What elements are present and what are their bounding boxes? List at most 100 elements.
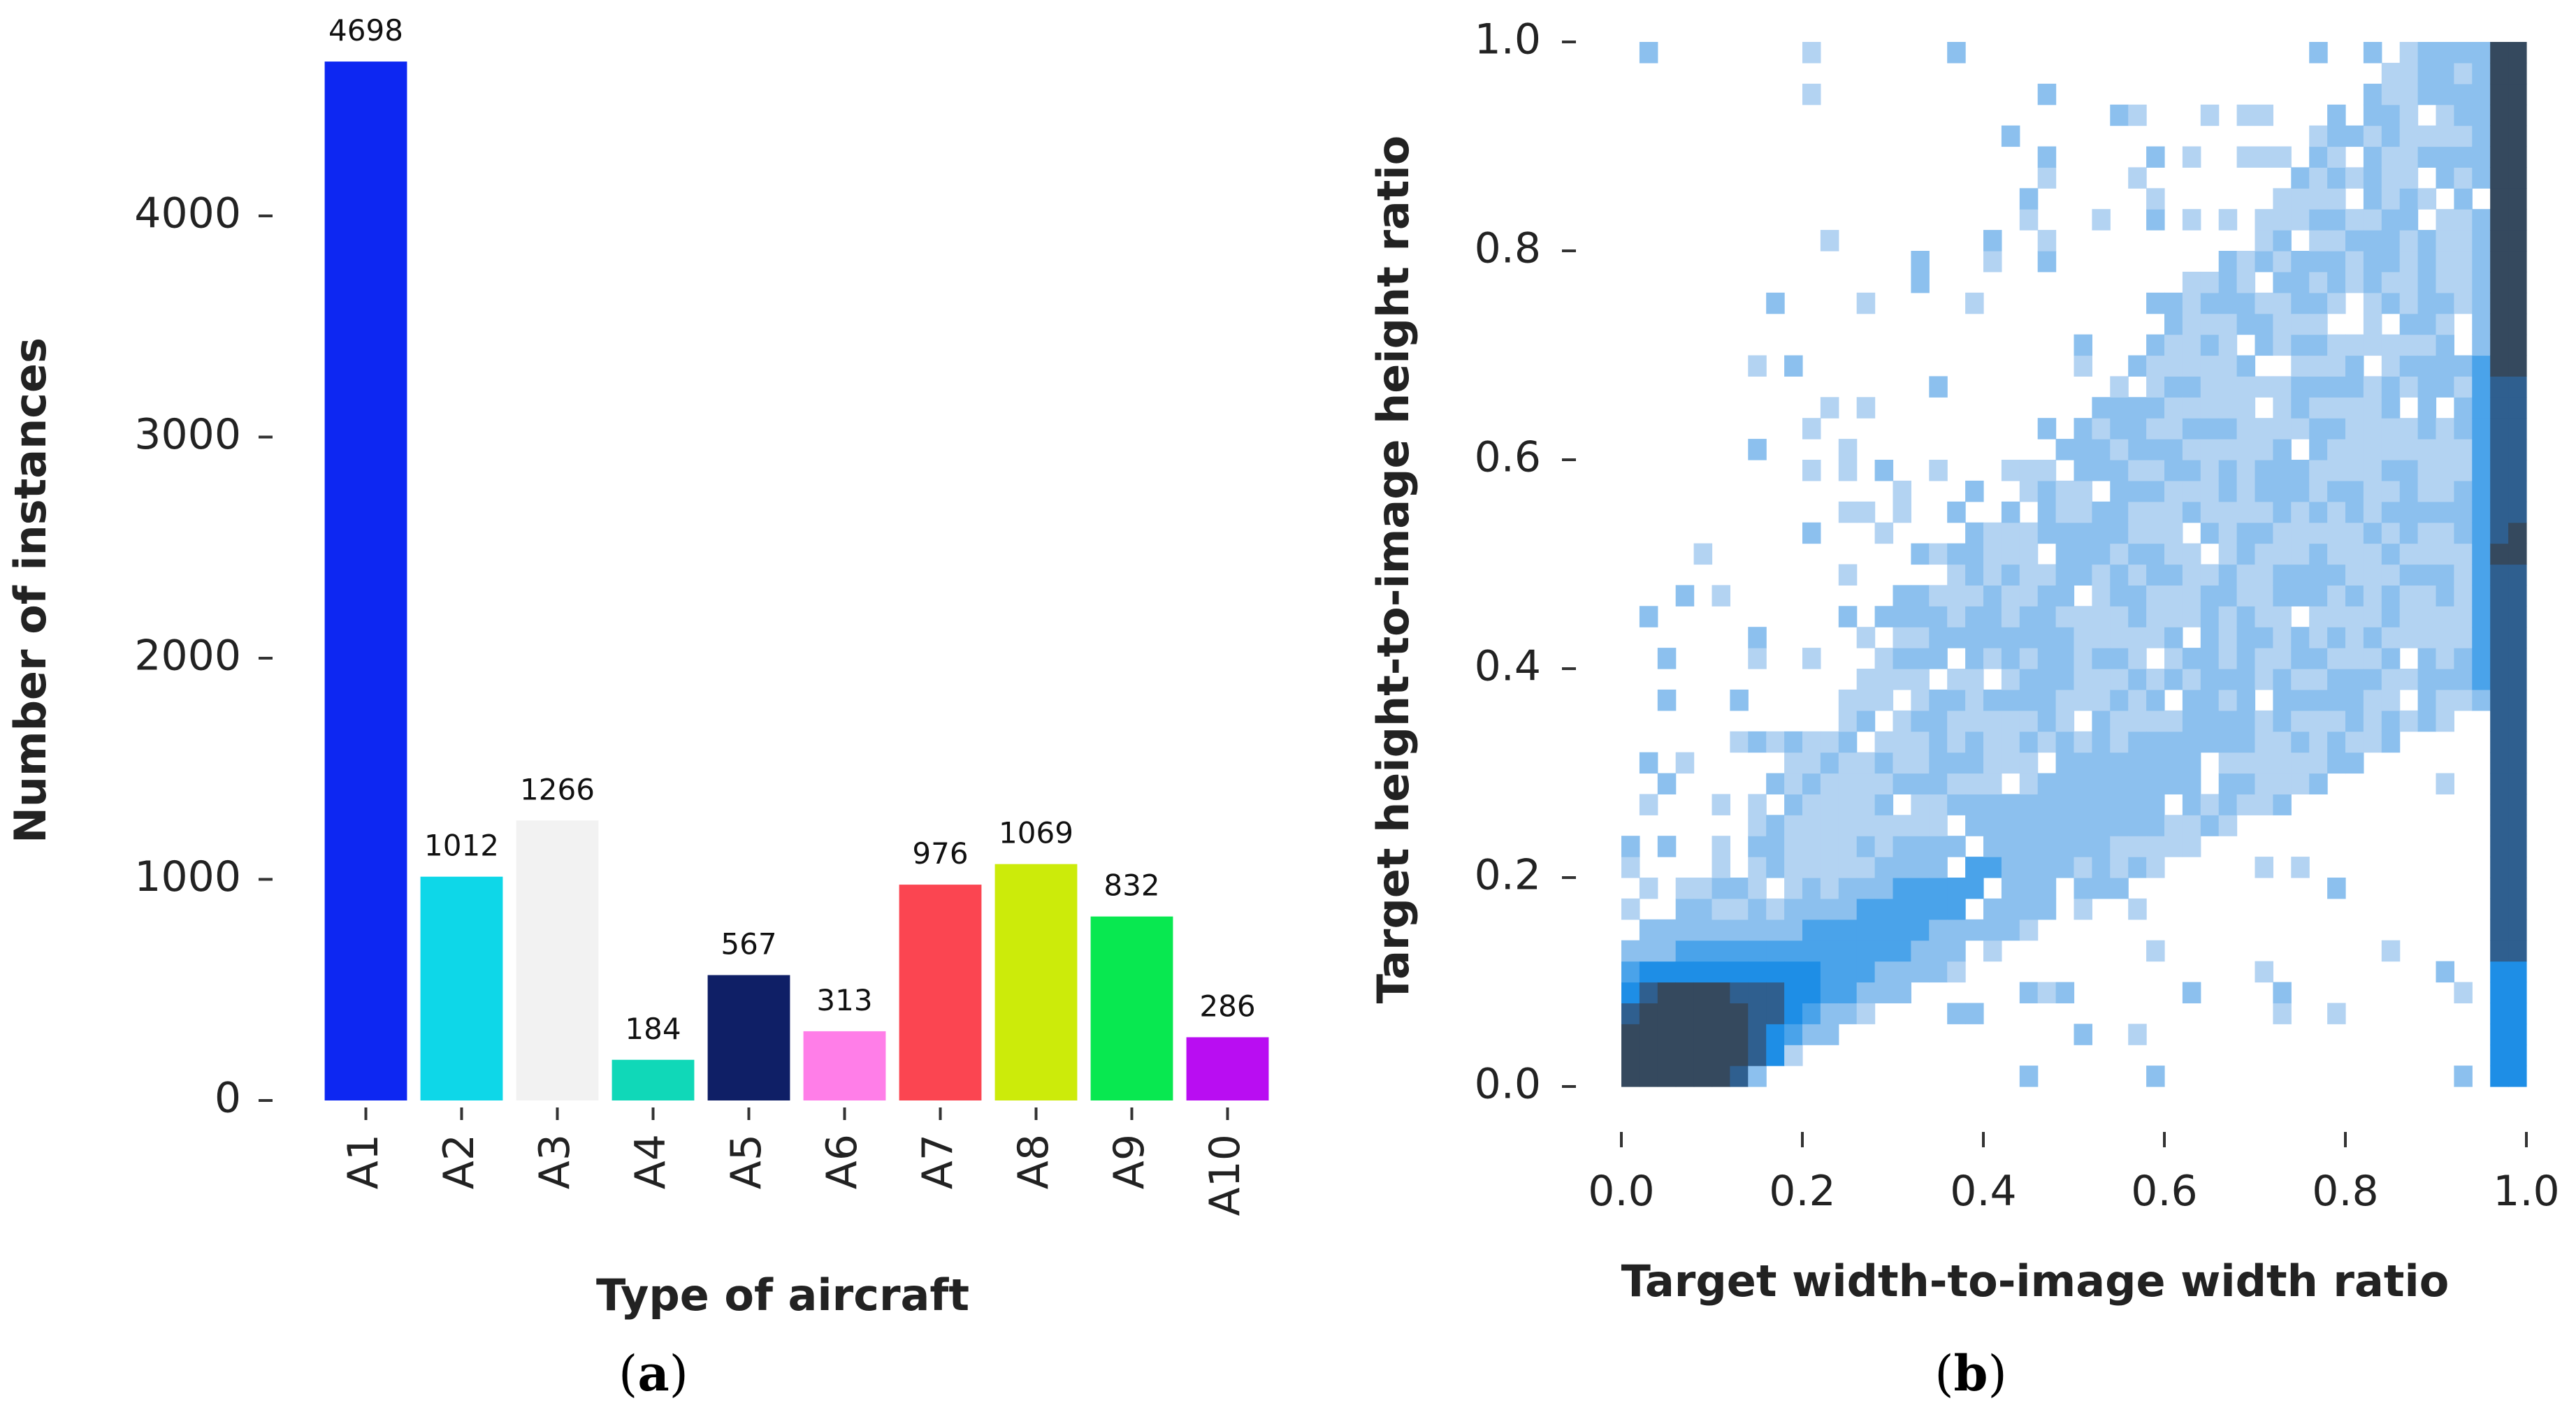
heatmap-cell: [1856, 815, 1876, 836]
heatmap-cell: [2001, 522, 2020, 544]
heatmap-cell: [2417, 606, 2437, 627]
heatmap-cell: [2200, 710, 2220, 732]
heatmap-cell: [1893, 606, 1911, 627]
heatmap-cell: [2291, 564, 2310, 586]
heatmap-cell: [1693, 898, 1713, 920]
heatmap-cell: [2381, 271, 2401, 293]
heatmap-cell: [2255, 648, 2273, 669]
heatmap-cell: [1983, 752, 2002, 774]
heatmap-cell: [2273, 773, 2292, 794]
heatmap-cell: [2490, 522, 2509, 544]
heatmap-cell: [2037, 836, 2057, 857]
heatmap-cell: [1893, 773, 1911, 794]
heatmap-cell: [2255, 794, 2273, 815]
heatmap-cell: [2454, 418, 2473, 439]
heatmap-cell: [2472, 313, 2491, 335]
heatmap-cell: [1802, 961, 1821, 983]
heatmap-cell: [2436, 42, 2454, 64]
heatmap-cell: [2037, 606, 2057, 627]
heatmap-cell: [1748, 919, 1767, 941]
heatmap-cell: [1838, 836, 1858, 857]
y-tick-label: 0.6: [1475, 433, 1541, 482]
heatmap-cell: [2399, 480, 2419, 502]
heatmap-cell: [2436, 167, 2454, 189]
bar-a2: [420, 876, 503, 1100]
heatmap-cell: [1784, 836, 1803, 857]
heatmap-cell: [2055, 689, 2075, 711]
heatmap-cell: [2454, 125, 2473, 147]
heatmap-cell: [1874, 522, 1894, 544]
heatmap-cell: [1693, 1045, 1713, 1066]
heatmap-cell: [1712, 836, 1730, 857]
heatmap-cell: [1766, 857, 1785, 878]
heatmap-cell: [2436, 83, 2454, 106]
heatmap-cell: [2128, 501, 2147, 523]
heatmap-cell: [2345, 731, 2364, 753]
heatmap-cell: [1965, 480, 1984, 502]
heatmap-cell: [1784, 857, 1803, 878]
heatmap-cell: [1911, 271, 1930, 293]
heatmap-cell: [2436, 271, 2454, 293]
heatmap-cell: [2291, 710, 2310, 732]
heatmap-cell: [2273, 794, 2292, 815]
heatmap-cell: [2490, 439, 2509, 460]
heatmap-cell: [2436, 585, 2454, 606]
heatmap-cell: [1730, 940, 1749, 962]
heatmap-cell: [1657, 1045, 1677, 1066]
heatmap-cell: [2490, 982, 2509, 1003]
heatmap-cell: [2182, 480, 2201, 502]
heatmap-cell: [2327, 292, 2346, 314]
heatmap-cell: [2110, 815, 2129, 836]
heatmap-cell: [2508, 564, 2527, 586]
heatmap-cell: [1856, 627, 1876, 648]
heatmap-cell: [2110, 522, 2129, 544]
heatmap-cell: [1639, 1045, 1658, 1066]
heatmap-cell: [2200, 104, 2220, 126]
heatmap-cell: [1929, 773, 1948, 794]
heatmap-cell: [1621, 982, 1640, 1003]
heatmap-cell: [2508, 104, 2527, 126]
heatmap-cell: [2146, 439, 2165, 460]
heatmap-cell: [1802, 731, 1821, 753]
heatmap-cell: [2454, 62, 2473, 85]
x-tick-label: 0.2: [1769, 1167, 1835, 1216]
heatmap-cell: [1639, 982, 1658, 1003]
heatmap-cell: [2309, 125, 2328, 147]
heatmap-cell: [1947, 898, 1966, 920]
heatmap-cell: [2454, 543, 2473, 565]
heatmap-cell: [2182, 648, 2201, 669]
heatmap-cell: [1657, 836, 1677, 857]
heatmap-cell: [2074, 836, 2092, 857]
heatmap-cell: [1802, 648, 1821, 669]
heatmap-cell: [2454, 480, 2473, 502]
heatmap-cell: [2291, 648, 2310, 669]
heatmap-cell: [2001, 752, 2020, 774]
heatmap-cell: [2472, 439, 2491, 460]
heatmap-cell: [2363, 606, 2382, 627]
heatmap-cell: [2182, 376, 2201, 398]
heatmap-cell: [1929, 836, 1948, 857]
heatmap-cell: [1802, 1024, 1821, 1045]
heatmap-cell: [1856, 669, 1876, 690]
heatmap-cell: [2436, 460, 2454, 481]
y-tick-label: 3000: [134, 410, 241, 459]
heatmap-cell: [2399, 460, 2419, 481]
heatmap-cell: [2019, 585, 2039, 606]
heatmap-cell: [2182, 355, 2201, 377]
heatmap-cell: [1893, 710, 1911, 732]
heatmap-cell: [2327, 439, 2346, 460]
heatmap-cell: [1784, 940, 1803, 962]
heatmap-cell: [1929, 376, 1948, 398]
heatmap-cell: [2200, 689, 2220, 711]
heatmap-cell: [1784, 919, 1803, 941]
heatmap-cell: [2255, 606, 2273, 627]
heatmap-cell: [1929, 878, 1948, 899]
heatmap-cell: [2164, 397, 2183, 419]
heatmap-cell: [2436, 501, 2454, 523]
heatmap-cell: [1748, 836, 1767, 857]
heatmap-cell: [2037, 230, 2057, 252]
heatmap-cell: [2454, 585, 2473, 606]
heatmap-cell: [2490, 773, 2509, 794]
heatmap-cell: [2037, 167, 2057, 189]
